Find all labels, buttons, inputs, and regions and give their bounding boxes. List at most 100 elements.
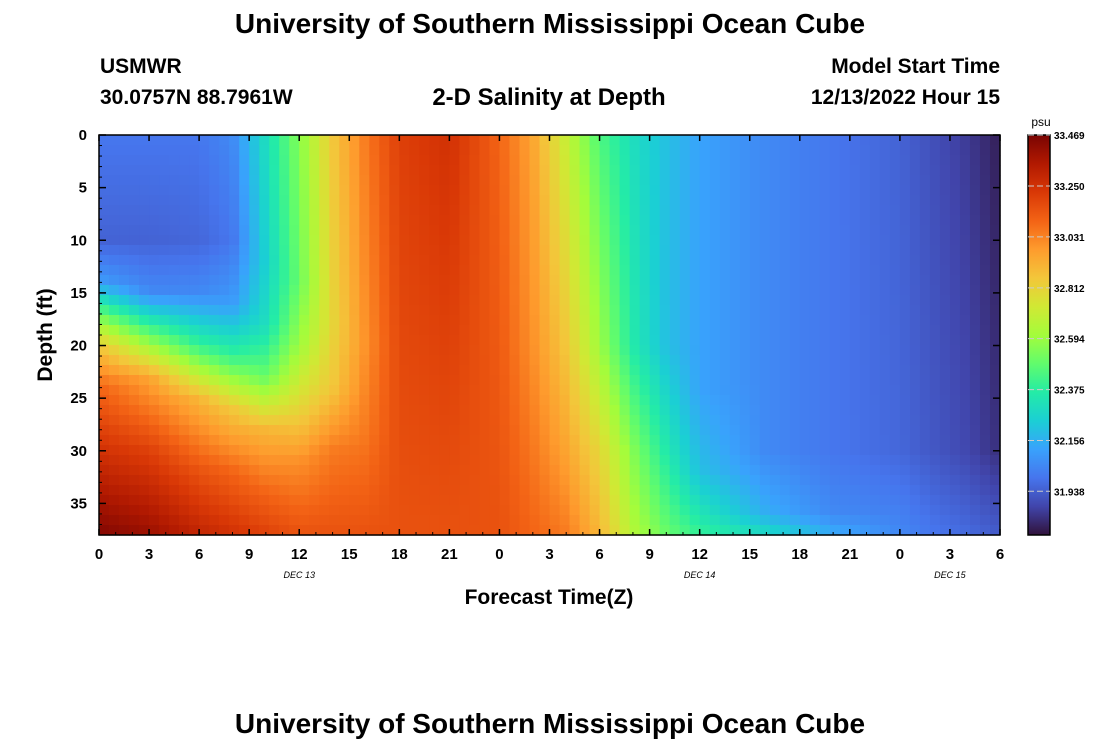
heatmap-cell (329, 425, 340, 436)
heatmap-cell (609, 155, 621, 166)
heatmap-cell (269, 525, 280, 536)
heatmap-cell (719, 265, 731, 276)
heatmap-cell (849, 385, 861, 396)
heatmap-cell (599, 265, 611, 276)
heatmap-cell (389, 505, 400, 516)
heatmap-cell (939, 245, 951, 256)
heatmap-cell (789, 165, 801, 176)
heatmap-cell (989, 225, 1001, 236)
heatmap-cell (229, 415, 240, 426)
heatmap-cell (309, 185, 320, 196)
heatmap-cell (979, 295, 991, 306)
heatmap-cell (409, 185, 420, 196)
heatmap-cell (919, 465, 931, 476)
heatmap-cell (869, 395, 881, 406)
heatmap-cell (549, 425, 561, 436)
heatmap-cell (379, 385, 390, 396)
heatmap-cell (719, 415, 731, 426)
heatmap-cell (939, 165, 951, 176)
heatmap-cell (519, 205, 531, 216)
heatmap-cell (739, 355, 751, 366)
heatmap-cell (219, 515, 230, 526)
heatmap-cell (739, 165, 751, 176)
heatmap-cell (579, 475, 591, 486)
heatmap-cell (419, 345, 430, 356)
heatmap-cell (499, 415, 511, 426)
heatmap-cell (159, 145, 170, 156)
heatmap-cell (279, 385, 290, 396)
heatmap-cell (359, 485, 370, 496)
heatmap-cell (319, 465, 330, 476)
heatmap-cell (699, 345, 711, 356)
heatmap-cell (559, 485, 571, 496)
heatmap-cell (729, 265, 741, 276)
heatmap-cell (149, 335, 160, 346)
heatmap-cell (569, 135, 581, 146)
heatmap-cell (789, 195, 801, 206)
heatmap-cell (709, 315, 721, 326)
heatmap-cell (279, 255, 290, 266)
heatmap-cell (419, 145, 430, 156)
heatmap-cell (739, 295, 751, 306)
heatmap-cell (449, 415, 460, 426)
heatmap-cell (259, 175, 270, 186)
heatmap-cell (979, 175, 991, 186)
heatmap-cell (839, 235, 851, 246)
y-tick-label: 25 (70, 390, 87, 407)
heatmap-cell (539, 485, 551, 496)
heatmap-cell (709, 485, 721, 496)
heatmap-cell (259, 325, 270, 336)
heatmap-cell (379, 245, 390, 256)
heatmap-cell (729, 425, 741, 436)
heatmap-cell (919, 355, 931, 366)
heatmap-cell (109, 235, 120, 246)
heatmap-cell (289, 485, 300, 496)
heatmap-cell (479, 365, 491, 376)
heatmap-cell (829, 155, 841, 166)
heatmap-cell (649, 515, 661, 526)
heatmap-cell (379, 235, 390, 246)
heatmap-cell (249, 245, 260, 256)
heatmap-cell (659, 145, 671, 156)
heatmap-cell (629, 225, 641, 236)
heatmap-cell (669, 395, 681, 406)
heatmap-cell (349, 495, 360, 506)
heatmap-cell (229, 465, 240, 476)
heatmap-cell (519, 405, 531, 416)
heatmap-cell (899, 205, 911, 216)
heatmap-cell (969, 325, 981, 336)
heatmap-cell (159, 345, 170, 356)
heatmap-cell (309, 295, 320, 306)
heatmap-cell (759, 475, 771, 486)
heatmap-cell (899, 455, 911, 466)
heatmap-cell (689, 315, 701, 326)
heatmap-cell (499, 225, 511, 236)
heatmap-cell (879, 285, 891, 296)
heatmap-cell (399, 375, 410, 386)
heatmap-cell (209, 355, 220, 366)
heatmap-cell (889, 135, 901, 146)
heatmap-cell (649, 305, 661, 316)
heatmap-cell (209, 345, 220, 356)
heatmap-cell (549, 335, 561, 346)
heatmap-cell (239, 315, 250, 326)
heatmap-cell (849, 415, 861, 426)
heatmap-cell (309, 265, 320, 276)
heatmap-cell (669, 255, 681, 266)
heatmap-cell (379, 455, 390, 466)
heatmap-cell (899, 415, 911, 426)
heatmap-cell (389, 445, 400, 456)
heatmap-cell (839, 345, 851, 356)
heatmap-cell (739, 525, 751, 536)
heatmap-cell (189, 445, 200, 456)
heatmap-cell (759, 205, 771, 216)
heatmap-cell (779, 325, 791, 336)
heatmap-cell (719, 445, 731, 456)
heatmap-cell (939, 215, 951, 226)
heatmap-cell (489, 385, 501, 396)
heatmap-cell (469, 255, 481, 266)
heatmap-cell (539, 315, 551, 326)
heatmap-cell (529, 515, 541, 526)
heatmap-cell (889, 325, 901, 336)
heatmap-cell (699, 505, 711, 516)
